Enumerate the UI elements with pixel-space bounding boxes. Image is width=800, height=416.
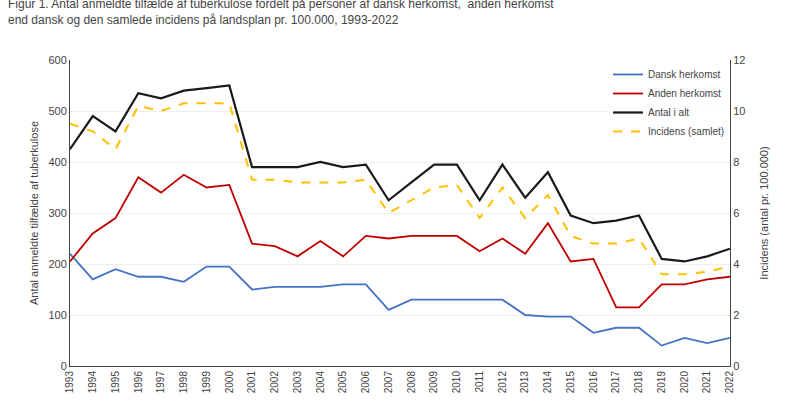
svg-text:4: 4	[733, 258, 739, 270]
svg-text:2011: 2011	[474, 371, 485, 393]
svg-text:Incidens (samlet): Incidens (samlet)	[648, 126, 724, 137]
svg-text:Figur 1. Antal anmeldte tilfæl: Figur 1. Antal anmeldte tilfælde af tube…	[8, 0, 554, 27]
svg-text:2000: 2000	[224, 371, 235, 394]
svg-text:1999: 1999	[201, 371, 212, 394]
svg-text:Dansk herkomst: Dansk herkomst	[648, 69, 720, 80]
svg-text:1996: 1996	[133, 371, 144, 394]
svg-text:1995: 1995	[110, 371, 121, 394]
svg-text:2022: 2022	[724, 371, 735, 394]
svg-text:2021: 2021	[701, 371, 712, 394]
svg-text:Antal i alt: Antal i alt	[648, 107, 689, 118]
svg-text:2016: 2016	[588, 371, 599, 394]
svg-text:1993: 1993	[64, 371, 75, 394]
svg-text:1994: 1994	[87, 371, 98, 394]
svg-text:Incidens (antal pr. 100.000): Incidens (antal pr. 100.000)	[758, 146, 770, 279]
svg-text:2020: 2020	[679, 371, 690, 394]
svg-text:300: 300	[48, 207, 66, 219]
svg-text:1998: 1998	[178, 371, 189, 394]
svg-text:10: 10	[733, 105, 745, 117]
svg-text:2005: 2005	[337, 371, 348, 394]
svg-text:2014: 2014	[542, 371, 553, 394]
svg-text:2006: 2006	[360, 371, 371, 394]
svg-text:0: 0	[733, 360, 739, 372]
svg-text:2010: 2010	[451, 371, 462, 394]
svg-text:200: 200	[48, 258, 66, 270]
svg-text:8: 8	[733, 156, 739, 168]
svg-text:6: 6	[733, 207, 739, 219]
svg-text:2002: 2002	[269, 371, 280, 394]
svg-text:2008: 2008	[406, 371, 417, 394]
svg-text:0: 0	[61, 360, 67, 372]
svg-text:400: 400	[48, 156, 66, 168]
svg-text:Antal anmeldte tilfælde af tub: Antal anmeldte tilfælde af tuberkulose	[28, 121, 40, 305]
svg-text:2012: 2012	[497, 371, 508, 394]
svg-text:2001: 2001	[246, 371, 257, 394]
svg-text:2007: 2007	[383, 371, 394, 394]
svg-text:2019: 2019	[656, 371, 667, 394]
svg-text:500: 500	[48, 105, 66, 117]
svg-text:2004: 2004	[315, 371, 326, 394]
svg-text:2003: 2003	[292, 371, 303, 394]
svg-text:2018: 2018	[633, 371, 644, 394]
svg-text:2009: 2009	[428, 371, 439, 394]
svg-text:Anden herkomst: Anden herkomst	[648, 88, 721, 99]
svg-text:1997: 1997	[155, 371, 166, 394]
svg-text:2013: 2013	[519, 371, 530, 394]
svg-text:100: 100	[48, 309, 66, 321]
svg-text:2015: 2015	[565, 371, 576, 394]
svg-text:2017: 2017	[610, 371, 621, 394]
svg-text:600: 600	[48, 54, 66, 66]
svg-text:2: 2	[733, 309, 739, 321]
svg-text:12: 12	[733, 54, 745, 66]
